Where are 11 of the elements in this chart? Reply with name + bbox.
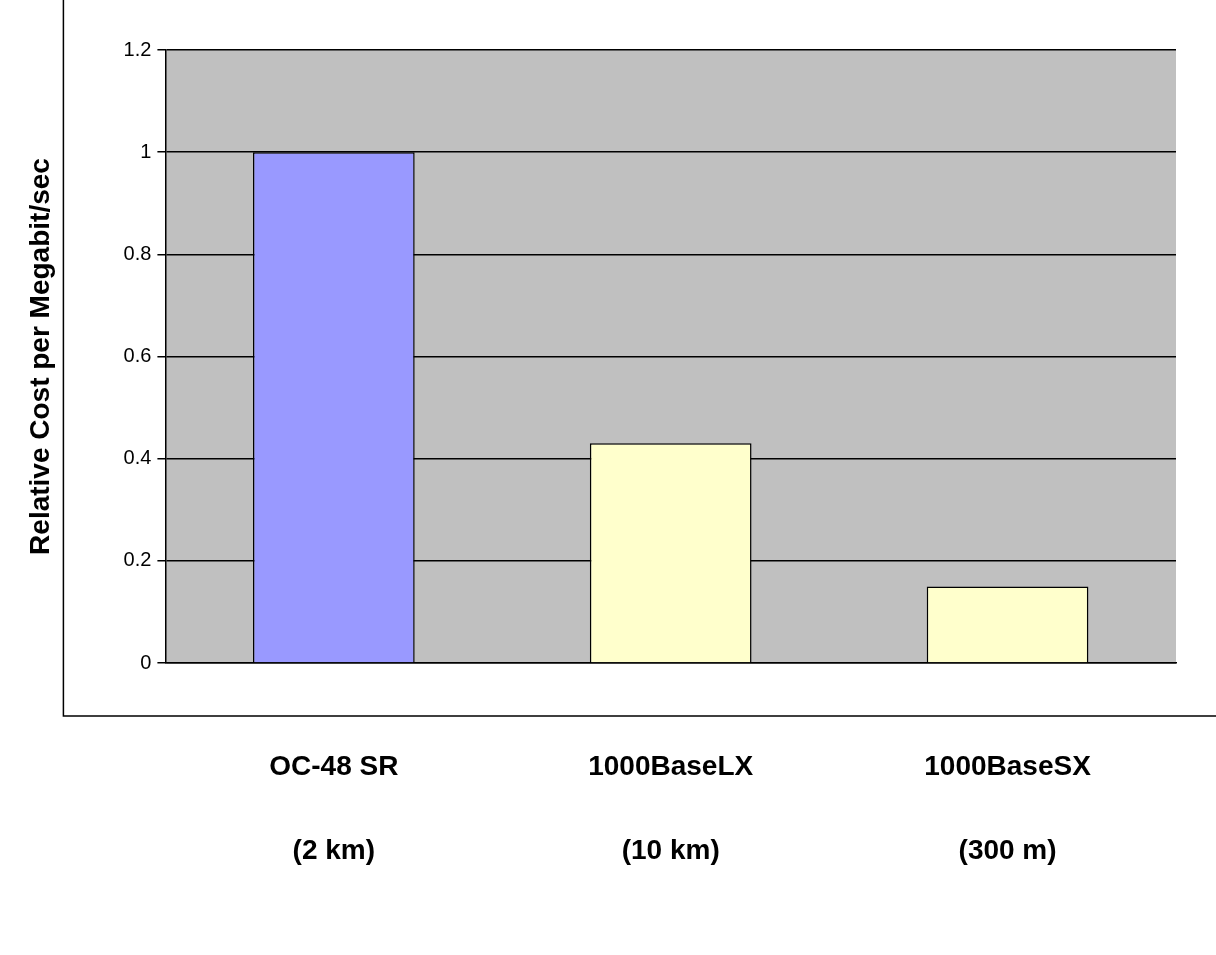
y-tick-label: 1 bbox=[140, 139, 152, 162]
y-tick-label: 0.4 bbox=[123, 446, 152, 469]
category-label: 1000BaseLX (10 km) bbox=[588, 749, 754, 865]
y-axis-title: Relative Cost per Megabit/sec bbox=[23, 158, 55, 555]
y-tick-label: 0.6 bbox=[123, 344, 152, 367]
y-tick-label: 0.2 bbox=[123, 548, 152, 571]
y-tick-label: 0 bbox=[140, 650, 152, 673]
y-tick-label: 1.2 bbox=[123, 37, 152, 60]
y-tick-label: 0.8 bbox=[123, 241, 152, 264]
category-label: 1000BaseSX (300 m) bbox=[924, 749, 1091, 865]
category-label: OC-48 SR (2 km) bbox=[269, 749, 399, 865]
